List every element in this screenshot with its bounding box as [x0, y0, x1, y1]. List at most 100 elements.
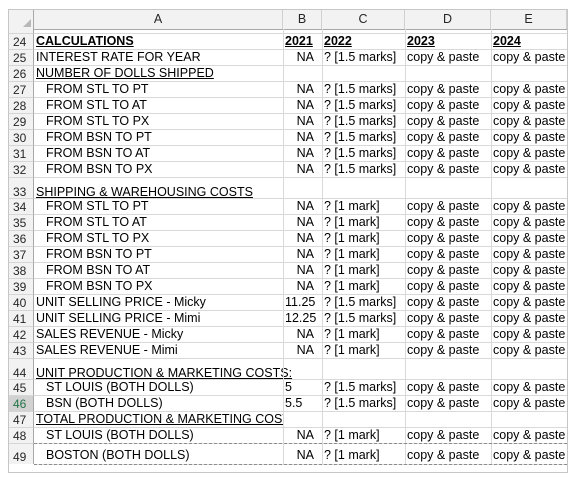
cell-e28[interactable]: copy & paste [493, 98, 566, 112]
row-header-41[interactable]: 41 [9, 310, 34, 326]
row-header-24[interactable]: 24 [9, 33, 34, 49]
cell-c28[interactable]: ? [1.5 marks] [324, 98, 397, 112]
cell-c36[interactable]: ? [1 mark] [324, 231, 380, 245]
cell-d47[interactable] [405, 411, 491, 427]
cell-e47[interactable] [491, 411, 567, 427]
row-header-40[interactable]: 40 [9, 294, 34, 310]
cell-b37[interactable]: NA [296, 247, 314, 261]
cell-a33[interactable]: SHIPPING & WAREHOUSING COSTS [36, 185, 253, 198]
cell-c37[interactable]: ? [1 mark] [324, 247, 380, 261]
cell-a40[interactable]: UNIT SELLING PRICE - Micky [36, 295, 206, 309]
cell-b48[interactable]: NA [296, 428, 314, 442]
cell-a29[interactable]: FROM STL TO PX [46, 114, 150, 128]
cell-b41[interactable]: 12.25 [285, 311, 317, 325]
cell-b27[interactable]: NA [296, 82, 314, 96]
cell-e26[interactable] [491, 65, 567, 81]
cell-e31[interactable]: copy & paste [493, 146, 566, 160]
cell-b46[interactable]: 5.5 [285, 396, 303, 410]
cell-a37[interactable]: FROM BSN TO PT [46, 247, 152, 261]
cell-d46[interactable]: copy & paste [407, 396, 480, 410]
cell-c48[interactable]: ? [1 mark] [324, 428, 380, 442]
cell-c26[interactable] [322, 65, 405, 81]
cell-e46[interactable]: copy & paste [493, 396, 566, 410]
row-header-34[interactable]: 34 [9, 198, 34, 214]
cell-a25[interactable]: INTEREST RATE FOR YEAR [36, 50, 201, 64]
cell-b25[interactable]: NA [296, 50, 314, 64]
row-header-31[interactable]: 31 [9, 145, 34, 161]
cell-a35[interactable]: FROM STL TO AT [46, 215, 147, 229]
cell-c47[interactable] [322, 411, 405, 427]
cell-a36[interactable]: FROM STL TO PX [46, 231, 150, 245]
cell-c49[interactable]: ? [1 mark] [324, 448, 380, 462]
cell-b40[interactable]: 11.25 [285, 295, 316, 309]
cell-e45[interactable]: copy & paste [493, 380, 566, 394]
cell-d48[interactable]: copy & paste [407, 428, 480, 442]
cell-e43[interactable]: copy & paste [493, 343, 566, 357]
cell-b44[interactable] [283, 358, 322, 379]
select-all-corner[interactable] [9, 10, 34, 29]
column-header-e[interactable]: E [491, 10, 567, 29]
cell-a30[interactable]: FROM BSN TO PT [46, 130, 152, 144]
cell-b24[interactable]: 2021 [285, 34, 313, 48]
cell-a42[interactable]: SALES REVENUE - Micky [36, 327, 184, 341]
cell-c33[interactable] [322, 177, 405, 198]
cell-d39[interactable]: copy & paste [407, 279, 480, 293]
cell-d26[interactable] [405, 65, 491, 81]
cell-d27[interactable]: copy & paste [407, 82, 480, 96]
cell-b39[interactable]: NA [296, 279, 314, 293]
row-header-49[interactable]: 49 [9, 443, 34, 464]
cell-c34[interactable]: ? [1 mark] [324, 199, 380, 213]
cell-a43[interactable]: SALES REVENUE - Mimi [36, 343, 178, 357]
cell-a44[interactable]: UNIT PRODUCTION & MARKETING COSTS: [36, 366, 293, 379]
row-header-26[interactable]: 26 [9, 65, 34, 81]
cell-e34[interactable]: copy & paste [493, 199, 566, 213]
cell-a45[interactable]: ST LOUIS (BOTH DOLLS) [46, 380, 194, 394]
cell-b45[interactable]: 5 [285, 380, 292, 394]
cell-e39[interactable]: copy & paste [493, 279, 566, 293]
cell-e36[interactable]: copy & paste [493, 231, 566, 245]
cell-d41[interactable]: copy & paste [407, 311, 480, 325]
cell-a32[interactable]: FROM BSN TO PX [46, 162, 153, 176]
cell-b33[interactable] [283, 177, 322, 198]
cell-e24[interactable]: 2024 [493, 34, 521, 48]
cell-c46[interactable]: ? [1.5 marks] [324, 396, 397, 410]
cell-e32[interactable]: copy & paste [493, 162, 566, 176]
cell-d31[interactable]: copy & paste [407, 146, 480, 160]
cell-c31[interactable]: ? [1.5 marks] [324, 146, 397, 160]
cell-c39[interactable]: ? [1 mark] [324, 279, 380, 293]
cell-d28[interactable]: copy & paste [407, 98, 480, 112]
cell-b28[interactable]: NA [296, 98, 314, 112]
cell-d42[interactable]: copy & paste [407, 327, 480, 341]
cell-a49[interactable]: BOSTON (BOTH DOLLS) [46, 448, 190, 462]
cell-e38[interactable]: copy & paste [493, 263, 566, 277]
cell-b36[interactable]: NA [296, 231, 314, 245]
row-header-32[interactable]: 32 [9, 161, 34, 177]
cell-d32[interactable]: copy & paste [407, 162, 480, 176]
cell-e33[interactable] [491, 177, 567, 198]
cell-d49[interactable]: copy & paste [407, 448, 480, 462]
cell-d35[interactable]: copy & paste [407, 215, 480, 229]
row-header-47[interactable]: 47 [9, 411, 34, 427]
cell-d24[interactable]: 2023 [407, 34, 435, 48]
cell-c32[interactable]: ? [1.5 marks] [324, 162, 397, 176]
row-header-38[interactable]: 38 [9, 262, 34, 278]
row-header-39[interactable]: 39 [9, 278, 34, 294]
cell-c24[interactable]: 2022 [324, 34, 352, 48]
cell-d40[interactable]: copy & paste [407, 295, 480, 309]
cell-c40[interactable]: ? [1.5 marks] [324, 295, 397, 309]
cell-e48[interactable]: copy & paste [493, 428, 566, 442]
cell-a34[interactable]: FROM STL TO PT [46, 199, 149, 213]
row-header-42[interactable]: 42 [9, 326, 34, 342]
row-header-43[interactable]: 43 [9, 342, 34, 358]
row-header-28[interactable]: 28 [9, 97, 34, 113]
cell-b34[interactable]: NA [296, 199, 314, 213]
cell-c25[interactable]: ? [1.5 marks] [324, 50, 397, 64]
cell-b29[interactable]: NA [296, 114, 314, 128]
cell-e29[interactable]: copy & paste [493, 114, 566, 128]
cell-b43[interactable]: NA [296, 343, 314, 357]
cell-e35[interactable]: copy & paste [493, 215, 566, 229]
cell-b31[interactable]: NA [296, 146, 314, 160]
cell-e37[interactable]: copy & paste [493, 247, 566, 261]
cell-e27[interactable]: copy & paste [493, 82, 566, 96]
cell-d25[interactable]: copy & paste [407, 50, 480, 64]
